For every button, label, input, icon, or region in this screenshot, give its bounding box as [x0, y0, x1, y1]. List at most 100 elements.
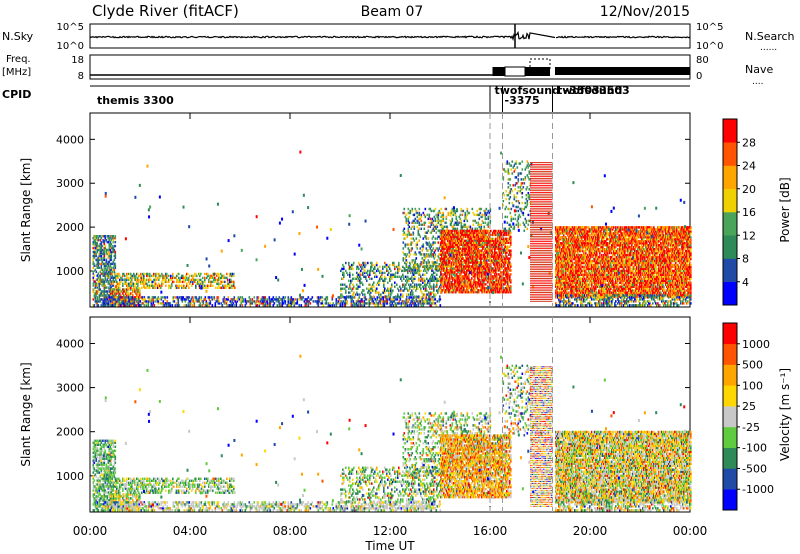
power-cell [194, 300, 197, 303]
power-cell [459, 213, 462, 217]
power-cell [128, 304, 131, 307]
power-cell [460, 277, 462, 280]
nave-box [529, 58, 551, 70]
power-cell [352, 267, 354, 271]
power-cell [448, 239, 450, 242]
power-cell [457, 283, 459, 286]
power-cell [360, 304, 363, 307]
power-cell [202, 280, 204, 284]
power-cell [449, 277, 451, 280]
power-cell [107, 302, 110, 305]
power-cell [432, 247, 435, 250]
power-cell [405, 219, 408, 223]
power-cell [103, 296, 106, 299]
power-cell [151, 304, 154, 307]
power-cell [415, 267, 418, 270]
power-cell [366, 287, 368, 290]
power-cell [247, 300, 250, 303]
power-cell [153, 278, 155, 282]
power-cell [465, 259, 467, 262]
power-cell [403, 300, 406, 303]
power-cell [358, 296, 361, 299]
power-cell [225, 298, 228, 301]
power-cell [409, 253, 412, 256]
power-cell [434, 217, 437, 221]
power-cell [406, 261, 409, 264]
power-cell [460, 235, 462, 239]
power-cell [496, 273, 498, 276]
power-cell [455, 289, 457, 292]
power-cell [463, 289, 465, 292]
noise-tick-high: 10^5 [57, 22, 84, 33]
power-cell [224, 300, 227, 303]
power-cell [166, 296, 169, 299]
power-cell [107, 304, 110, 307]
power-cell [472, 231, 474, 235]
power-cell [382, 265, 384, 269]
power-cell [102, 270, 105, 273]
power-cell [405, 217, 408, 221]
power-cell [450, 285, 452, 288]
power-cell [431, 302, 434, 305]
power-cell [462, 289, 464, 292]
power-cell [109, 258, 112, 262]
power-cell [475, 235, 477, 239]
power-cell [92, 256, 95, 260]
power-cell [352, 277, 354, 280]
power-cell [122, 304, 124, 307]
power-cell [107, 262, 110, 266]
power-cell [300, 298, 303, 301]
power-cell [93, 254, 96, 258]
power-cell [403, 304, 406, 307]
power-cell [391, 300, 394, 303]
power-cell [113, 244, 116, 248]
power-cell [207, 272, 209, 276]
power-cell [464, 283, 466, 286]
power-cell [417, 287, 419, 290]
power-cell [165, 272, 167, 276]
power-cell [369, 302, 372, 305]
power-cell [425, 235, 428, 238]
power-cell [224, 276, 226, 280]
power-cell [458, 275, 460, 278]
power-cell [326, 296, 329, 299]
power-cell [144, 272, 146, 276]
power-cell [177, 300, 180, 303]
power-cell [405, 221, 408, 224]
power-cell [197, 300, 200, 303]
power-cell [407, 279, 409, 282]
power-cell [373, 285, 375, 288]
power-cell [195, 274, 197, 278]
power-cell [172, 300, 175, 303]
power-cell [342, 287, 344, 290]
power-cell [402, 259, 405, 262]
power-cell [464, 243, 466, 246]
power-cell [97, 266, 100, 269]
power-cell [142, 278, 144, 282]
power-cell [353, 277, 355, 280]
power-cell [102, 256, 105, 260]
power-cell [475, 285, 477, 288]
power-cell [393, 263, 395, 267]
power-cell [402, 251, 405, 254]
power-cell [452, 283, 454, 286]
power-cell [208, 302, 211, 305]
power-cell [103, 282, 106, 285]
power-cell [430, 255, 433, 258]
power-cell [441, 279, 443, 282]
power-cell [376, 283, 378, 286]
power-cell [483, 213, 486, 217]
power-cell [168, 284, 170, 287]
power-cell [459, 285, 461, 288]
power-cell [289, 304, 292, 307]
power-cell [349, 273, 351, 276]
power-cell [418, 298, 421, 301]
power-cell [464, 215, 467, 219]
power-cell [464, 259, 466, 262]
power-cell [128, 284, 130, 287]
power-cell [428, 207, 431, 211]
power-cell [142, 276, 144, 280]
power-cell [134, 284, 136, 287]
power-cell [123, 296, 126, 299]
power-cell [309, 298, 312, 301]
